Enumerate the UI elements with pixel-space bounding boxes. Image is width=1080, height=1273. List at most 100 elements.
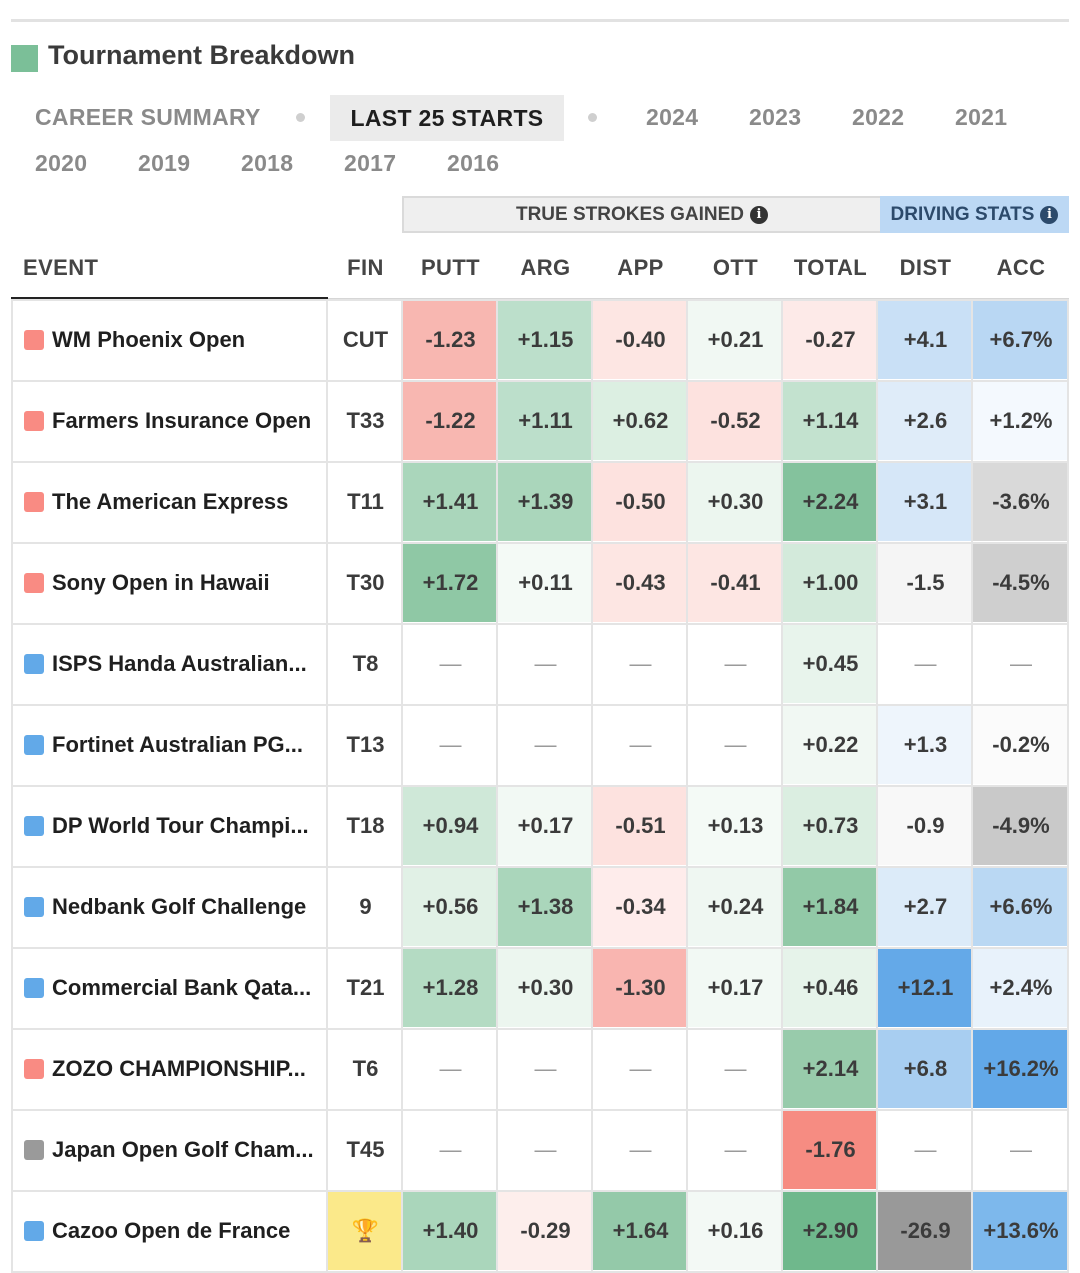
table-row[interactable]: ZOZO CHAMPIONSHIP... T6 — — — — +2.14 +6.8 +16.2… xyxy=(11,1029,1069,1110)
table-row[interactable]: Japan Open Golf Cham... T45 — — — — -1.76 — — xyxy=(11,1110,1069,1191)
event-name[interactable]: Fortinet Australian PG... xyxy=(52,731,303,757)
arg-cell: +1.39 xyxy=(498,462,593,541)
table-row[interactable]: Farmers Insurance Open T33 -1.22 +1.11 +0.62… xyxy=(11,381,1069,462)
ott-cell: -0.52 xyxy=(688,381,783,460)
app-cell: -0.50 xyxy=(593,462,688,541)
info-icon[interactable]: i xyxy=(1040,205,1059,224)
col-header-dist[interactable]: DIST xyxy=(899,255,952,280)
putt-cell: +0.94 xyxy=(403,786,498,865)
table-row[interactable]: WM Phoenix Open CUT -1.23 +1.15 -0.40 +0.21 -0… xyxy=(11,300,1069,381)
group-label-strokes-gained: TRUE STROKES GAINED xyxy=(515,203,745,225)
acc-value: -3.6% xyxy=(992,488,1050,514)
acc-value: +6.7% xyxy=(989,326,1053,352)
col-header-fin[interactable]: FIN xyxy=(347,255,384,280)
total-value: +0.45 xyxy=(802,650,859,676)
total-cell: +0.45 xyxy=(783,624,878,703)
arg-value: — xyxy=(534,1136,557,1162)
row-divider xyxy=(11,623,1069,625)
tab-2019[interactable]: 2019 xyxy=(138,150,191,176)
ott-cell: — xyxy=(688,1029,783,1108)
ott-value: — xyxy=(724,1055,747,1081)
event-cell: ZOZO CHAMPIONSHIP... xyxy=(11,1029,328,1108)
row-divider xyxy=(11,299,1069,301)
ott-value: -0.41 xyxy=(710,569,761,595)
table-row[interactable]: Commercial Bank Qata... T21 +1.28 +0.30 -1.3… xyxy=(11,948,1069,1029)
total-cell: +2.14 xyxy=(783,1029,878,1108)
arg-cell: — xyxy=(498,624,593,703)
tab-2024[interactable]: 2024 xyxy=(646,104,699,130)
dist-value: +6.8 xyxy=(903,1055,948,1081)
tab-last-25-starts[interactable]: LAST 25 STARTS xyxy=(330,95,564,141)
event-name[interactable]: Sony Open in Hawaii xyxy=(52,569,270,595)
tab-2016[interactable]: 2016 xyxy=(447,150,500,176)
event-name[interactable]: ZOZO CHAMPIONSHIP... xyxy=(52,1055,306,1081)
row-divider xyxy=(11,947,1069,949)
dist-value: -0.9 xyxy=(906,812,945,838)
table-row[interactable]: Cazoo Open de France 🏆 +1.40 -0.29 +1.64 +0.1… xyxy=(11,1191,1069,1272)
col-header-acc[interactable]: ACC xyxy=(996,255,1046,280)
tab-2020[interactable]: 2020 xyxy=(35,150,88,176)
col-header-total[interactable]: TOTAL xyxy=(793,255,868,280)
acc-value: — xyxy=(1010,1136,1032,1162)
total-value: -0.27 xyxy=(805,326,856,352)
table-row[interactable]: Nedbank Golf Challenge 9 +0.56 +1.38 -0.34 +0… xyxy=(11,867,1069,948)
col-header-arg[interactable]: ARG xyxy=(520,255,571,280)
total-value: -1.76 xyxy=(805,1136,856,1162)
event-name[interactable]: Cazoo Open de France xyxy=(52,1217,291,1243)
dist-cell: +2.7 xyxy=(878,867,973,946)
acc-cell: -3.6% xyxy=(973,462,1069,541)
col-header-event[interactable]: EVENT xyxy=(23,255,99,280)
arg-cell: +0.11 xyxy=(498,543,593,622)
tab-2022[interactable]: 2022 xyxy=(852,104,905,130)
fin-cell: T18 xyxy=(328,786,403,865)
acc-value: -0.2% xyxy=(992,731,1050,757)
table-row[interactable]: ISPS Handa Australian... T8 — — — — +0.45 — — xyxy=(11,624,1069,705)
tab-2017[interactable]: 2017 xyxy=(344,150,397,176)
dist-value: -26.9 xyxy=(900,1217,951,1243)
event-name[interactable]: WM Phoenix Open xyxy=(52,326,246,352)
tab-career-summary[interactable]: CAREER SUMMARY xyxy=(35,104,261,130)
event-name[interactable]: Japan Open Golf Cham... xyxy=(52,1136,314,1162)
table-row[interactable]: The American Express T11 +1.41 +1.39 -0.50 +0… xyxy=(11,462,1069,543)
dist-cell: +3.1 xyxy=(878,462,973,541)
tour-swatch xyxy=(24,815,44,836)
col-header-ott[interactable]: OTT xyxy=(712,255,759,280)
event-header-underline xyxy=(11,297,328,300)
tour-swatch xyxy=(24,572,44,593)
event-name[interactable]: DP World Tour Champi... xyxy=(52,812,309,838)
event-name[interactable]: Nedbank Golf Challenge xyxy=(52,893,307,919)
arg-value: +1.15 xyxy=(517,326,574,352)
col-header-app[interactable]: APP xyxy=(617,255,664,280)
info-icon[interactable]: i xyxy=(750,205,769,224)
total-cell: +1.84 xyxy=(783,867,878,946)
dist-cell: -1.5 xyxy=(878,543,973,622)
col-header-putt[interactable]: PUTT xyxy=(420,255,481,280)
app-value: -0.40 xyxy=(615,326,666,352)
table-row[interactable]: DP World Tour Champi... T18 +0.94 +0.17 -0.5… xyxy=(11,786,1069,867)
tab-separator-dot xyxy=(588,113,597,122)
arg-value: +0.11 xyxy=(518,569,573,595)
acc-value: +2.4% xyxy=(989,974,1053,1000)
table-row[interactable]: Fortinet Australian PG... T13 — — — — +0.22 +1.… xyxy=(11,705,1069,786)
tab-2021[interactable]: 2021 xyxy=(955,104,1008,130)
event-cell: ISPS Handa Australian... xyxy=(11,624,328,703)
finish-position: T13 xyxy=(346,731,385,757)
tab-2023[interactable]: 2023 xyxy=(749,104,802,130)
app-cell: +1.64 xyxy=(593,1191,688,1270)
event-name[interactable]: ISPS Handa Australian... xyxy=(52,650,307,676)
fin-cell: 9 xyxy=(328,867,403,946)
tab-2018[interactable]: 2018 xyxy=(241,150,294,176)
total-value: +0.46 xyxy=(802,974,859,1000)
table-row[interactable]: Sony Open in Hawaii T30 +1.72 +0.11 -0.43 -0.… xyxy=(11,543,1069,624)
event-name[interactable]: The American Express xyxy=(52,488,289,514)
acc-cell: -4.5% xyxy=(973,543,1069,622)
putt-cell: -1.23 xyxy=(403,300,498,379)
dist-value: +1.3 xyxy=(903,731,948,757)
ott-value: +0.16 xyxy=(707,1217,764,1243)
putt-cell: +1.41 xyxy=(403,462,498,541)
group-header-driving-stats: DRIVING STATS i xyxy=(880,196,1069,233)
dist-value: +2.7 xyxy=(903,893,948,919)
row-divider xyxy=(11,380,1069,382)
event-name[interactable]: Commercial Bank Qata... xyxy=(52,974,312,1000)
event-name[interactable]: Farmers Insurance Open xyxy=(52,407,312,433)
